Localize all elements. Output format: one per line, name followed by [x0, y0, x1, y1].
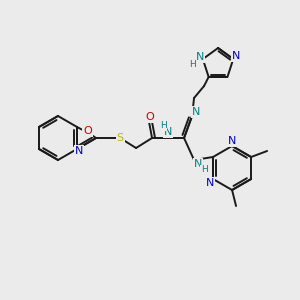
Text: N: N	[196, 52, 204, 62]
Text: O: O	[146, 112, 154, 122]
Text: N: N	[228, 136, 236, 146]
Text: N: N	[206, 178, 214, 188]
Text: N: N	[194, 159, 202, 169]
Text: N: N	[75, 146, 83, 156]
Text: H: H	[201, 166, 207, 175]
Text: H: H	[190, 60, 196, 69]
Text: N: N	[192, 107, 200, 117]
Text: N: N	[232, 51, 241, 61]
Text: S: S	[116, 133, 124, 143]
Text: N: N	[164, 127, 172, 137]
Text: O: O	[83, 127, 92, 136]
Text: H: H	[160, 122, 167, 130]
